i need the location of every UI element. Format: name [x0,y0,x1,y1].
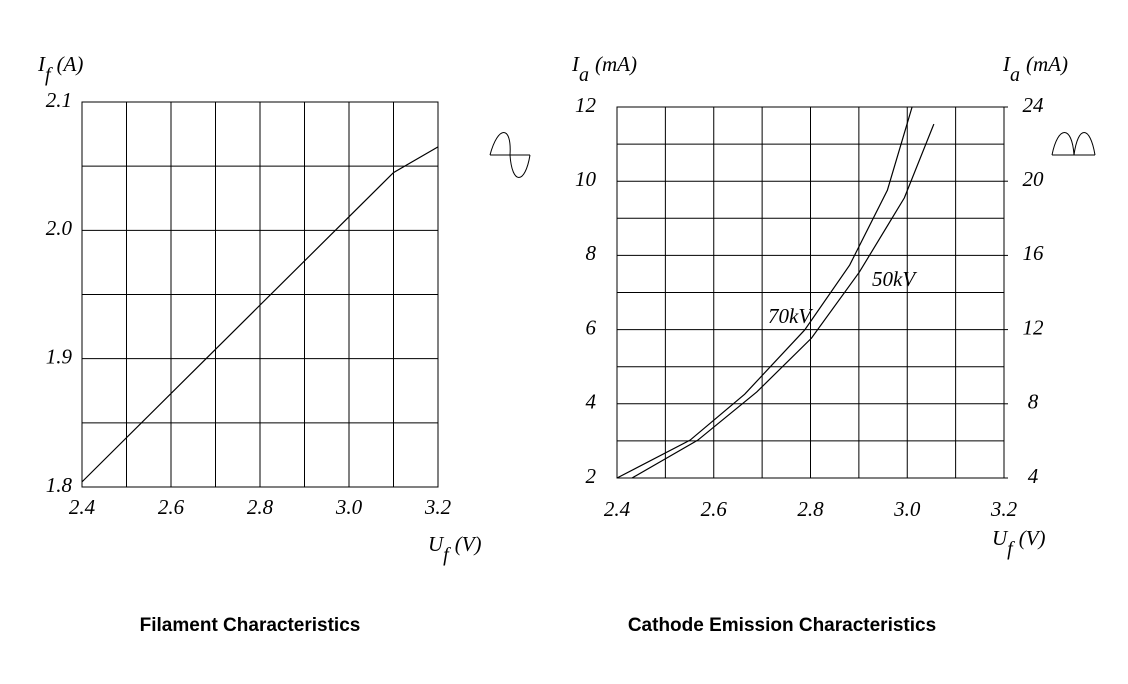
axis-unit: (A) [57,52,84,76]
data-line [616,106,913,479]
axis-label: If (A) [37,52,83,86]
data-line [631,123,935,479]
y-tick-label: 2.0 [46,216,73,240]
series-label: 70kV [768,304,813,328]
plot-frame [616,106,1005,479]
y-tick-label: 1.8 [46,473,73,497]
axis-symbol: I [1002,52,1011,76]
axis-subscript: f [443,544,451,566]
axis-unit: (V) [455,532,482,556]
axis-label: Ia (mA) [1002,52,1068,86]
axis-label: Uf (V) [992,526,1046,560]
y2-tick-label: 8 [1028,390,1039,414]
x-tick-label: 2.4 [69,495,96,519]
series-label: 50kV [872,267,917,291]
axis-subscript: f [45,64,53,86]
x-tick-label: 2.6 [158,495,185,519]
y2-tick-label: 20 [1023,167,1045,191]
chart-caption: Filament Characteristics [140,615,361,636]
axis-subscript: f [1007,538,1015,560]
axis-subscript: a [579,64,589,86]
x-tick-label: 2.8 [797,497,824,521]
x-tick-label: 2.8 [247,495,274,519]
ac-icon [489,132,531,178]
x-tick-label: 3.2 [424,495,452,519]
plot-frame [81,101,439,488]
y-tick-label: 2.1 [46,88,72,112]
y-tick-label: 4 [586,390,597,414]
y-tick-label: 6 [586,315,597,339]
rectified-icon [1051,132,1096,156]
y2-tick-label: 4 [1028,464,1039,488]
axis-unit: (mA) [595,52,637,76]
x-tick-label: 2.6 [701,497,728,521]
y-tick-label: 12 [575,93,597,117]
axis-unit: (V) [1019,526,1046,550]
axis-unit: (mA) [1026,52,1068,76]
y2-tick-label: 16 [1023,241,1045,265]
x-tick-label: 3.2 [990,497,1018,521]
y2-tick-label: 12 [1023,315,1045,339]
axis-symbol: I [571,52,580,76]
y-tick-label: 1.9 [46,344,73,368]
y-tick-label: 2 [586,464,597,488]
x-tick-label: 2.4 [604,497,631,521]
y-tick-label: 10 [575,167,597,191]
axis-label: Uf (V) [428,532,482,566]
axis-symbol: U [992,526,1009,550]
x-tick-label: 3.0 [335,495,363,519]
data-line [81,146,439,483]
axis-label: Ia (mA) [571,52,637,86]
axis-subscript: a [1010,64,1020,86]
axis-symbol: I [37,52,46,76]
chart-caption: Cathode Emission Characteristics [628,615,936,636]
y-tick-label: 8 [586,241,597,265]
axis-symbol: U [428,532,445,556]
y2-tick-label: 24 [1023,93,1045,117]
x-tick-label: 3.0 [893,497,921,521]
